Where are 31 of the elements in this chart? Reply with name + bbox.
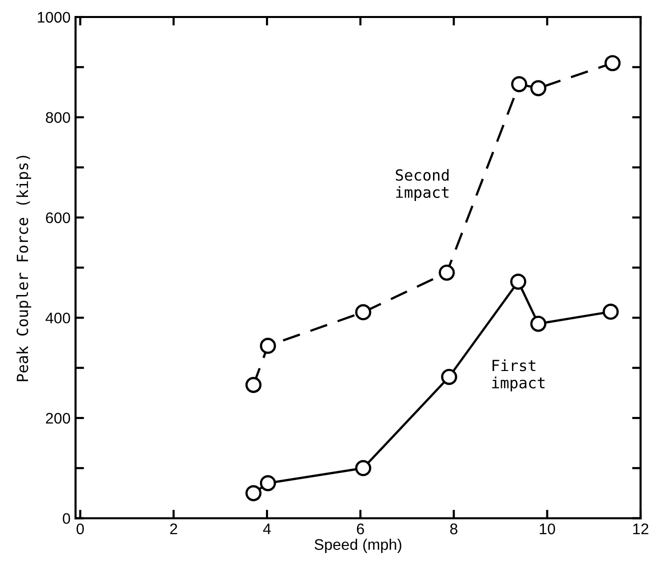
y-tick-label: 0 <box>62 513 70 524</box>
y-tick-label: 400 <box>46 312 70 324</box>
x-tick-label: 0 <box>76 524 84 534</box>
y-tick-label: 800 <box>46 112 70 123</box>
x-tick-label: 6 <box>356 524 364 534</box>
point <box>510 274 526 290</box>
point <box>604 55 621 72</box>
y-tick-label: 200 <box>46 412 70 424</box>
series-label: First impact <box>492 359 545 392</box>
point <box>438 264 455 281</box>
point <box>355 460 372 476</box>
point <box>355 304 372 320</box>
point <box>602 304 619 320</box>
y-axis-title: Peak Coupler Force (kips) <box>16 156 32 382</box>
x-axis-title: Speed (mph) <box>314 538 402 553</box>
point <box>245 485 262 502</box>
point <box>245 376 262 393</box>
x-tick-label: 4 <box>263 524 271 534</box>
point <box>530 80 546 96</box>
x-tick-label: 2 <box>170 524 178 534</box>
y-tick-label: 600 <box>46 212 70 224</box>
y-tick-label: 1000 <box>38 12 70 23</box>
point <box>260 338 276 354</box>
series-label: Second impact <box>396 168 449 201</box>
point <box>530 316 546 332</box>
point <box>441 368 458 385</box>
point <box>511 76 528 92</box>
point <box>260 475 276 492</box>
x-tick-label: 12 <box>633 524 648 534</box>
x-tick-label: 10 <box>540 524 556 534</box>
x-tick-label: 8 <box>450 524 458 534</box>
